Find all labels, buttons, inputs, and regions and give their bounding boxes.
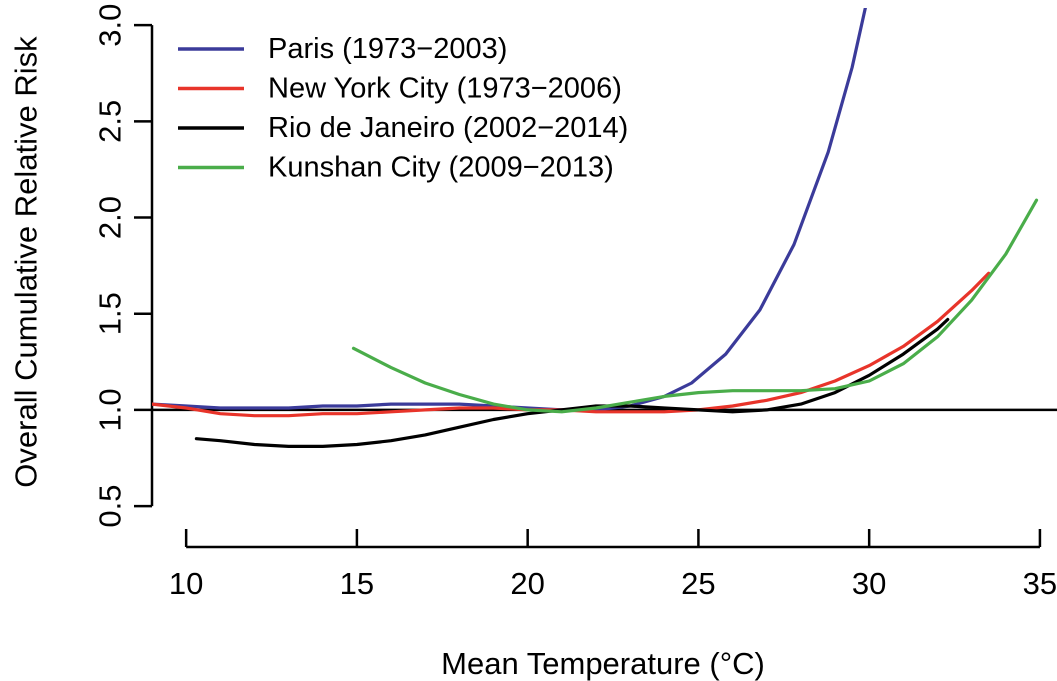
x-tick-label: 25 <box>681 566 715 601</box>
y-axis: 0.5 1.0 1.5 2.0 2.5 3.0 <box>93 4 154 528</box>
legend: Paris (1973−2003) New York City (1973−200… <box>178 33 628 184</box>
y-tick-label: 2.0 <box>93 196 128 239</box>
legend-label-rio-de-janeiro: Rio de Janeiro (2002−2014) <box>268 112 628 144</box>
y-tick-label: 2.5 <box>93 100 128 143</box>
x-tick-label: 10 <box>169 566 203 601</box>
x-axis-title: Mean Temperature (°C) <box>441 646 765 681</box>
series-line-paris <box>152 8 867 412</box>
series-line-kunshan-city <box>351 198 1039 414</box>
x-axis: 10 15 20 25 30 35 <box>169 529 1057 601</box>
legend-label-new-york-city: New York City (1973−2006) <box>268 73 622 105</box>
x-tick-label: 30 <box>852 566 886 601</box>
y-tick-label: 3.0 <box>93 4 128 47</box>
legend-label-paris: Paris (1973−2003) <box>268 33 507 65</box>
series-line-rio-de-janeiro <box>194 317 950 448</box>
x-tick-label: 15 <box>340 566 374 601</box>
x-tick-label: 20 <box>510 566 544 601</box>
x-tick-label: 35 <box>1023 566 1057 601</box>
series-line-new-york-city <box>152 271 991 418</box>
y-tick-label: 0.5 <box>93 485 128 528</box>
series-group <box>152 8 1039 448</box>
legend-label-kunshan-city: Kunshan City (2009−2013) <box>268 152 614 184</box>
y-tick-label: 1.5 <box>93 292 128 335</box>
y-axis-title: Overall Cumulative Relative Risk <box>9 36 44 488</box>
y-tick-label: 1.0 <box>93 388 128 431</box>
